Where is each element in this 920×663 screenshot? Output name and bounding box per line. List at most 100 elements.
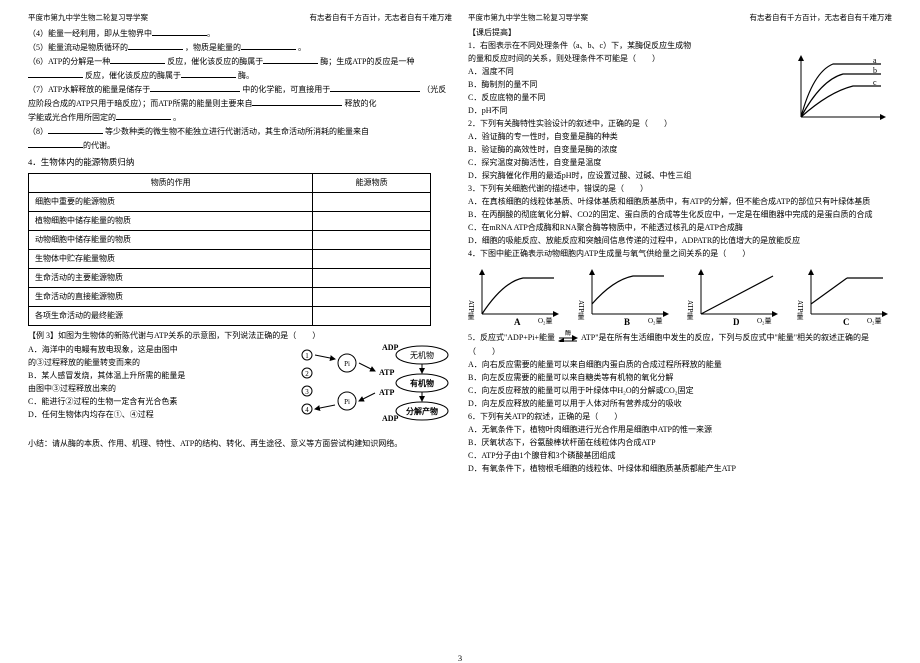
blank (128, 41, 183, 50)
q6-D: D．有氧条件下，植物根毛细胞的线粒体、叶绿体和细胞质基质都能产生ATP (468, 463, 892, 475)
row-6: 生命活动的直接能源物质 (29, 288, 313, 307)
q3-stem: 3．下列有关细胞代谢的描述中，错误的是（ ） (468, 183, 892, 195)
blank (263, 55, 318, 64)
svg-text:分解产物: 分解产物 (406, 406, 438, 416)
header-left: 平度市第九中学生物二轮复习导学案 (28, 12, 148, 23)
q6-stem: 6．下列有关ATP的叙述，正确的是（ ） (468, 411, 892, 423)
svg-text:D: D (733, 317, 740, 326)
header-right: 有志者自有千方百计，无志者自有千难万难 (310, 12, 453, 23)
svg-text:C: C (843, 317, 850, 326)
svg-text:ATP量: ATP量 (797, 300, 804, 320)
cell-blank (313, 231, 430, 250)
svg-text:b: b (873, 66, 877, 75)
after-class-title: 【课后提高】 (468, 27, 892, 39)
svg-text:ATP: ATP (379, 368, 395, 377)
cell-blank (313, 193, 430, 212)
svg-text:c: c (873, 78, 877, 87)
blank (150, 83, 240, 92)
q5-B: B．向左反应需要的能量可以来自糖类等有机物的氧化分解 (468, 372, 892, 384)
svg-text:O₂量: O₂量 (757, 317, 772, 325)
section-4-title: 4．生物体内的能源物质归纳 (28, 156, 452, 169)
line-8c: 的代谢。 (83, 141, 115, 150)
line-7a: （7）ATP水解释放的能量是储存于 (28, 85, 150, 94)
svg-text:ADP: ADP (382, 343, 399, 352)
q5-A: A．向右反应需要的能量可以来自细胞内蛋白质的合成过程所释放的能量 (468, 359, 892, 371)
q4-stem: 4．下图中能正确表示动物细胞内ATP生成量与氧气供给量之间关系的是（ ） (468, 248, 892, 260)
svg-text:A: A (514, 317, 521, 326)
blank (241, 41, 296, 50)
reaction-arrow-icon: 酶 (557, 330, 579, 346)
line-4: （4）能量一经利用，即从生物界中 (28, 29, 152, 38)
cell-blank (313, 250, 430, 269)
svg-text:酶: 酶 (565, 330, 571, 337)
q2-B: B．验证酶的高效性时，自变量是酶的浓度 (468, 144, 892, 156)
svg-text:B: B (624, 317, 630, 326)
line-7d: 应阶段合成的ATP只用于暗反应）；而ATP所需的能量则主要来自 (28, 99, 252, 108)
metabolism-diagram: 无机物 有机物 分解产物 Pi Pi ADP ADP ATP ATP (287, 343, 452, 427)
line-7g: 。 (173, 113, 181, 122)
q5-D: D．向左反应释放的能量可以用于人体对所有营养成分的吸收 (468, 398, 892, 410)
q4-charts: ATP量 O₂量 A ATP量 O₂量 B ATP量 O₂量 D (468, 264, 892, 326)
q1-stem: 1．右图表示在不同处理条件（a、b、c）下，某酶促反应生成物 (468, 40, 892, 52)
line-7e: 释放的化 (344, 99, 376, 108)
blank (252, 97, 342, 106)
svg-text:ATP量: ATP量 (578, 300, 585, 320)
line-6c: 酶；生成ATP的反应是一种 (320, 57, 414, 66)
th-1: 物质的作用 (29, 174, 313, 193)
blank (28, 139, 83, 148)
row-5: 生命活动的主要能源物质 (29, 269, 313, 288)
line-7b: 中的化学能，可直接用于 (242, 85, 330, 94)
page-number: 3 (0, 653, 920, 663)
svg-text:2: 2 (305, 370, 309, 378)
line-8b: 等少数种类的微生物不能独立进行代谢活动，其生命活动所消耗的能量来自 (105, 127, 369, 136)
ex3-optA1: A．海洋中的电鳗有放电现象，这是由图中 (28, 344, 268, 356)
energy-table: 物质的作用能源物质 细胞中重要的能源物质 植物细胞中储存能量的物质 动物细胞中储… (28, 173, 431, 326)
q2-A: A．验证酶的专一性时，自变量是酶的种类 (468, 131, 892, 143)
q2-D: D．探究酶催化作用的最适pH时，应设置过酸、过碱、中性三组 (468, 170, 892, 182)
blank (48, 125, 103, 134)
ex3-optB2: 由图中③过程释放出来的 (28, 383, 268, 395)
q3-D: D．细胞的吸能反应、放能反应和突触间信息传递的过程中，ADPATR的比值增大的是… (468, 235, 892, 247)
q3-B: B．在丙酮酸的彻底氧化分解、CO2的固定、蛋白质的合成等生化反应中，一定是在细胞… (468, 209, 892, 221)
ex3-optA2: 的③过程释放的能量转变而来的 (28, 357, 268, 369)
q6-C: C．ATP分子由1个腺苷和3个磷酸基团组成 (468, 450, 892, 462)
blank (152, 27, 207, 36)
q3-C: C．在mRNA ATP合成酶和RNA聚合酶等物质中，不能透过核孔的是ATP合成酶 (468, 222, 892, 234)
blank (330, 83, 420, 92)
line-6b: 反应，催化该反应的酶属于 (167, 57, 263, 66)
q6-B: B．厌氧状态下，谷氨酸棒状杆菌在线粒体内合成ATP (468, 437, 892, 449)
cell-blank (313, 307, 430, 326)
svg-text:有机物: 有机物 (410, 378, 434, 388)
svg-text:4: 4 (305, 406, 309, 414)
q5-C: C．向左反应释放的能量可以用于叶绿体中H₂O的分解或CO₂固定 (468, 385, 892, 397)
svg-text:ADP: ADP (382, 414, 399, 423)
blank (181, 69, 236, 78)
th-2: 能源物质 (313, 174, 430, 193)
svg-text:Pi: Pi (344, 360, 350, 368)
line-8a: （8） (28, 127, 48, 136)
q1-chart: a b c (793, 52, 888, 128)
line-6e: 酶。 (238, 71, 254, 80)
line-7c: （光反 (422, 85, 446, 94)
blank (110, 55, 165, 64)
svg-text:a: a (873, 56, 877, 65)
q2-C: C．探究温度对酶活性，自变量是温度 (468, 157, 892, 169)
ex3-optD: D．任何生物体内均存在①、④过程 (28, 409, 268, 421)
row-1: 细胞中重要的能源物质 (29, 193, 313, 212)
svg-text:O₂量: O₂量 (648, 317, 663, 325)
line-5a: （5）能量流动是物质循环的 (28, 43, 128, 52)
header-right-2: 有志者自有千方百计，无志者自有千难万难 (750, 12, 893, 23)
line-5c: 。 (298, 43, 306, 52)
blank (28, 69, 83, 78)
cell-blank (313, 269, 430, 288)
svg-text:1: 1 (305, 352, 309, 360)
ex3-optC: C．能进行②过程的生物一定含有光合色素 (28, 396, 268, 408)
q5-stem1: 5．反应式"ADP+Pi+能量 (468, 333, 555, 342)
line-7f: 学能或光合作用所固定的 (28, 113, 116, 122)
line-6a: （6）ATP的分解是一种 (28, 57, 110, 66)
line-5b: ，物质是能量的 (185, 43, 241, 52)
row-2: 植物细胞中储存能量的物质 (29, 212, 313, 231)
q3-A: A．在真核细胞的线粒体基质、叶绿体基质和细胞质基质中，有ATP的分解，但不能合成… (468, 196, 892, 208)
svg-text:ATP量: ATP量 (468, 300, 475, 320)
summary: 小结：请从酶的本质、作用、机理、特性、ATP的结构、转化、再生途径、意义等方面尝… (28, 438, 452, 450)
